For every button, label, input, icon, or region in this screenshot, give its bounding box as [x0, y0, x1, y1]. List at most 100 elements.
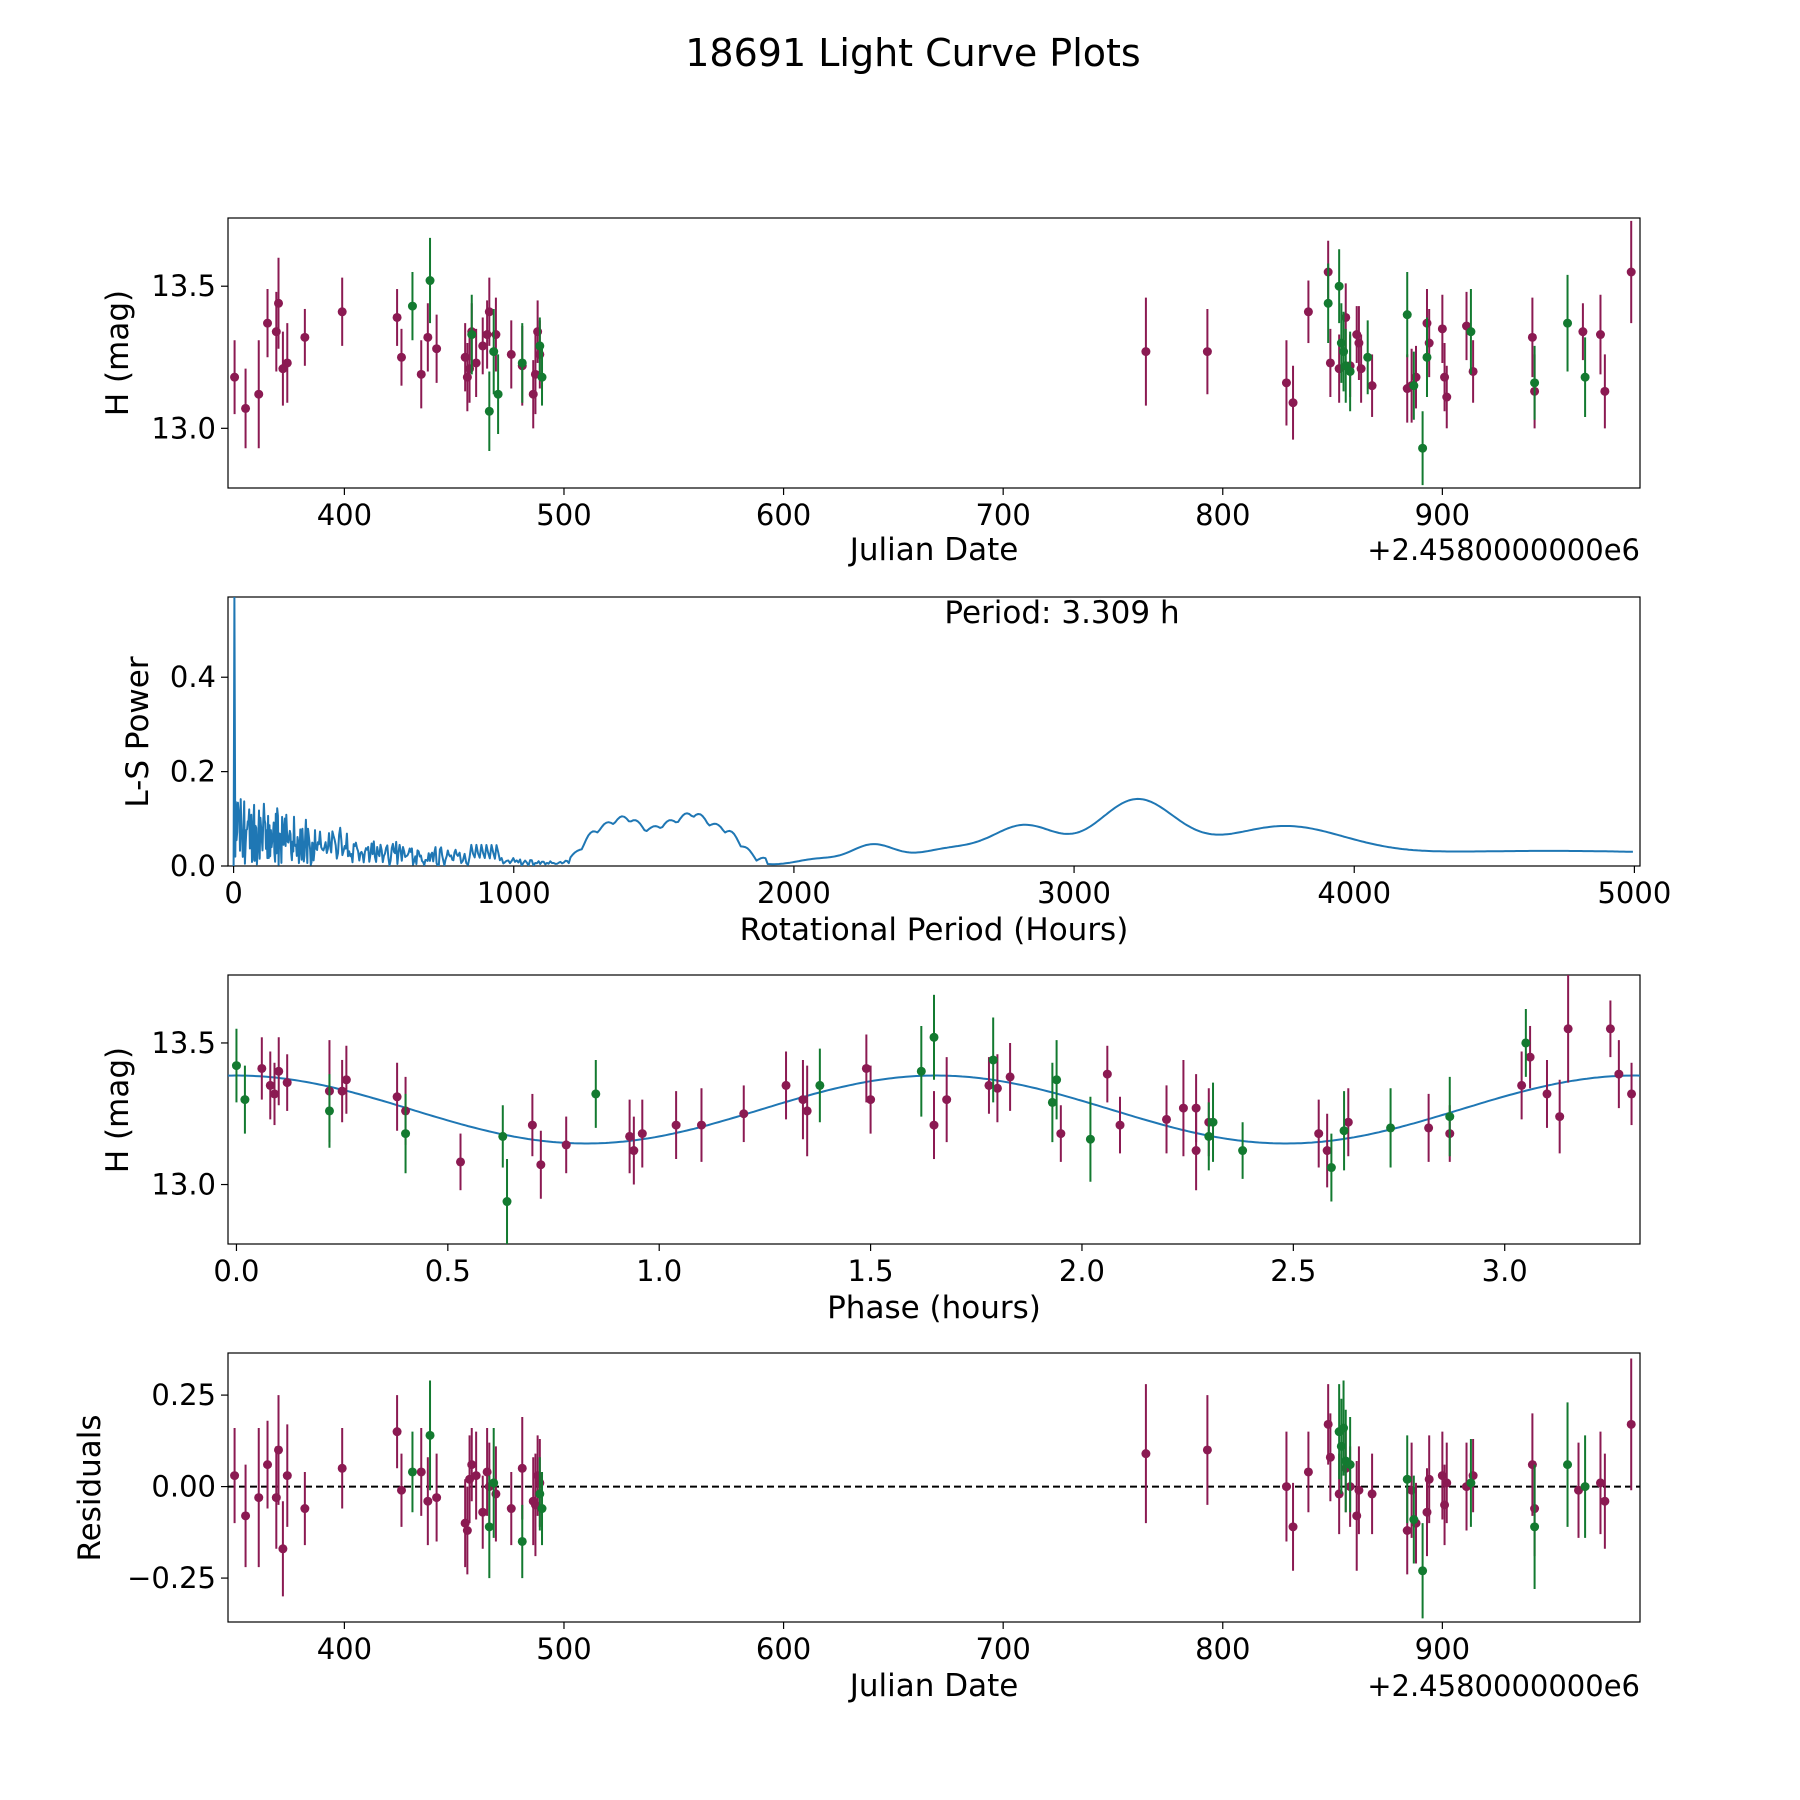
- data-point: [1056, 1129, 1066, 1139]
- data-point: [341, 1075, 351, 1085]
- data-point: [1288, 398, 1298, 408]
- data-point: [815, 1080, 825, 1090]
- data-point: [1367, 1489, 1377, 1499]
- y-tick-label: 13.5: [151, 1026, 216, 1060]
- data-point: [1627, 1089, 1637, 1099]
- data-point: [1162, 1114, 1172, 1124]
- data-point: [1614, 1069, 1624, 1079]
- data-point: [1595, 1478, 1605, 1488]
- data-point: [1626, 1419, 1636, 1429]
- data-point: [1595, 330, 1605, 340]
- data-point: [257, 1063, 267, 1073]
- data-point: [423, 332, 433, 342]
- x-tick-label: 1000: [477, 876, 551, 910]
- data-point: [274, 1445, 284, 1455]
- data-point: [1525, 1052, 1535, 1062]
- data-point: [1085, 1134, 1095, 1144]
- data-point: [1141, 1449, 1151, 1459]
- data-point: [467, 330, 477, 340]
- data-point: [1521, 1038, 1531, 1048]
- data-point: [241, 403, 251, 413]
- data-point: [265, 1080, 275, 1090]
- y-axis-label: Residuals: [72, 1414, 108, 1561]
- data-point: [988, 1055, 998, 1065]
- data-point: [1238, 1146, 1248, 1156]
- data-point: [416, 1467, 426, 1477]
- x-axis-label: Phase (hours): [827, 1290, 1041, 1326]
- x-tick-label: 500: [536, 498, 591, 532]
- plot-frame: [227, 596, 1641, 867]
- x-tick-label: 800: [1195, 498, 1250, 532]
- data-point: [535, 341, 545, 351]
- data-point: [230, 1471, 240, 1481]
- data-point: [1563, 1024, 1573, 1034]
- data-point: [392, 1427, 402, 1437]
- data-point: [467, 1460, 477, 1470]
- data-point: [407, 1467, 417, 1477]
- data-point: [1424, 1123, 1434, 1133]
- x-tick-label: 400: [317, 1632, 372, 1666]
- data-point: [1563, 1460, 1573, 1470]
- data-point: [1208, 1117, 1218, 1127]
- data-point: [1303, 1467, 1313, 1477]
- data-point: [1386, 1123, 1396, 1133]
- data-point: [416, 369, 426, 379]
- data-point: [517, 1536, 527, 1546]
- data-point: [802, 1106, 812, 1116]
- data-point: [498, 1131, 508, 1141]
- data-point: [300, 332, 310, 342]
- data-point: [484, 406, 494, 416]
- y-tick-label: 0.2: [170, 755, 216, 789]
- data-point: [561, 1140, 571, 1150]
- data-point: [1605, 1024, 1615, 1034]
- data-point: [1600, 386, 1610, 396]
- y-tick-label: 0.25: [151, 1378, 216, 1412]
- data-point: [1326, 1163, 1336, 1173]
- data-point: [478, 341, 488, 351]
- x-offset-label: +2.4580000000e6: [1367, 1669, 1640, 1703]
- data-point: [274, 1066, 284, 1076]
- data-point: [1047, 1097, 1057, 1107]
- y-tick-label: 0.4: [170, 660, 216, 694]
- data-point: [231, 1061, 241, 1071]
- data-point: [241, 1511, 251, 1521]
- data-point: [1345, 366, 1355, 376]
- data-point: [1517, 1080, 1527, 1090]
- x-tick-label: 1.5: [848, 1254, 894, 1288]
- data-point: [1202, 347, 1212, 357]
- data-point: [536, 1160, 546, 1170]
- x-tick-label: 400: [317, 498, 372, 532]
- data-point: [337, 1463, 347, 1473]
- data-point: [1343, 1117, 1353, 1127]
- data-point: [396, 1485, 406, 1495]
- data-point: [254, 389, 264, 399]
- data-point: [1402, 310, 1412, 320]
- x-tick-label: 2000: [757, 876, 831, 910]
- data-point: [506, 349, 516, 359]
- data-point: [591, 1089, 601, 1099]
- data-point: [537, 372, 547, 382]
- x-tick-label: 600: [756, 498, 811, 532]
- data-point: [992, 1083, 1002, 1093]
- data-point: [278, 1544, 288, 1554]
- data-point: [1530, 378, 1540, 388]
- data-point: [1445, 1112, 1455, 1122]
- data-point: [1102, 1069, 1112, 1079]
- x-tick-label: 3.0: [1482, 1254, 1528, 1288]
- data-point: [739, 1109, 749, 1119]
- y-tick-label: 13.0: [151, 411, 216, 445]
- data-point: [1281, 1482, 1291, 1492]
- data-point: [1345, 1460, 1355, 1470]
- figure-title: 18691 Light Curve Plots: [685, 31, 1140, 75]
- data-point: [781, 1080, 791, 1090]
- y-tick-label: 13.0: [151, 1168, 216, 1202]
- data-point: [671, 1120, 681, 1130]
- data-point: [1422, 352, 1432, 362]
- data-point: [1626, 267, 1636, 277]
- data-layer: [232, 597, 1633, 866]
- y-axis-label: H (mag): [100, 290, 136, 416]
- data-point: [1325, 1452, 1335, 1462]
- data-point: [1202, 1445, 1212, 1455]
- data-point: [1204, 1131, 1214, 1141]
- data-point: [1322, 1146, 1332, 1156]
